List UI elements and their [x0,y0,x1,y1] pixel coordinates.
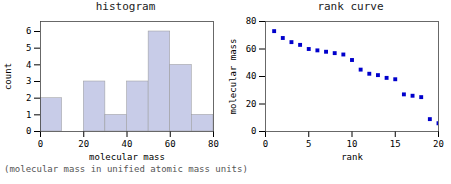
html-text:(molecular mass in unified ato: (molecular mass in unified atomic mass u… [4,164,248,174]
svg-text:4: 4 [26,60,31,70]
svg-text:15: 15 [390,139,401,149]
svg-text:3: 3 [26,76,31,86]
svg-text:60: 60 [165,139,176,149]
svg-text:5: 5 [306,139,311,149]
svg-text:count: count [3,63,13,90]
svg-text:10: 10 [347,139,358,149]
svg-text:20: 20 [78,139,89,149]
svg-text:60: 60 [246,44,257,54]
svg-text:0: 0 [263,139,268,149]
svg-text:1: 1 [26,110,31,120]
svg-text:molecular mass: molecular mass [228,39,238,115]
svg-text:molecular mass: molecular mass [89,152,165,162]
svg-text:5: 5 [26,43,31,53]
svg-text:2: 2 [26,93,31,103]
svg-text:80: 80 [246,16,257,26]
svg-text:20: 20 [246,99,257,109]
html-text:histogram: histogram [95,0,156,13]
svg-text:0: 0 [26,126,31,136]
html-text:rank curve: rank curve [317,0,384,13]
svg-text:80: 80 [208,139,219,149]
svg-text:40: 40 [122,139,133,149]
svg-text:0: 0 [38,139,43,149]
svg-text:0: 0 [251,126,256,136]
svg-text:rank: rank [341,152,363,162]
svg-text:6: 6 [26,26,31,36]
svg-text:40: 40 [246,71,257,81]
svg-text:20: 20 [433,139,444,149]
